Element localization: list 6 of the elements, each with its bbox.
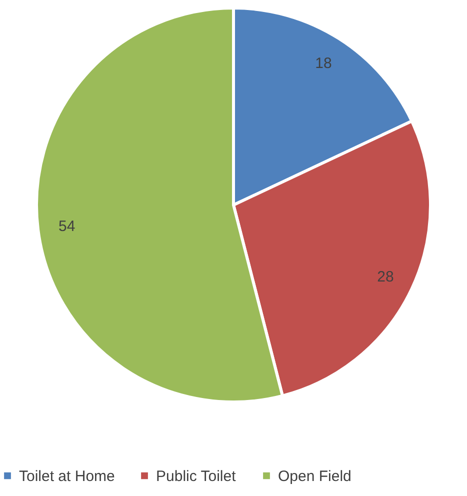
data-label: 54 (58, 218, 76, 236)
legend-label: Toilet at Home (19, 468, 115, 485)
legend-label: Public Toilet (156, 468, 237, 485)
data-label: 28 (377, 268, 394, 286)
legend-label: Open Field (278, 468, 352, 485)
data-label: 18 (315, 55, 332, 72)
